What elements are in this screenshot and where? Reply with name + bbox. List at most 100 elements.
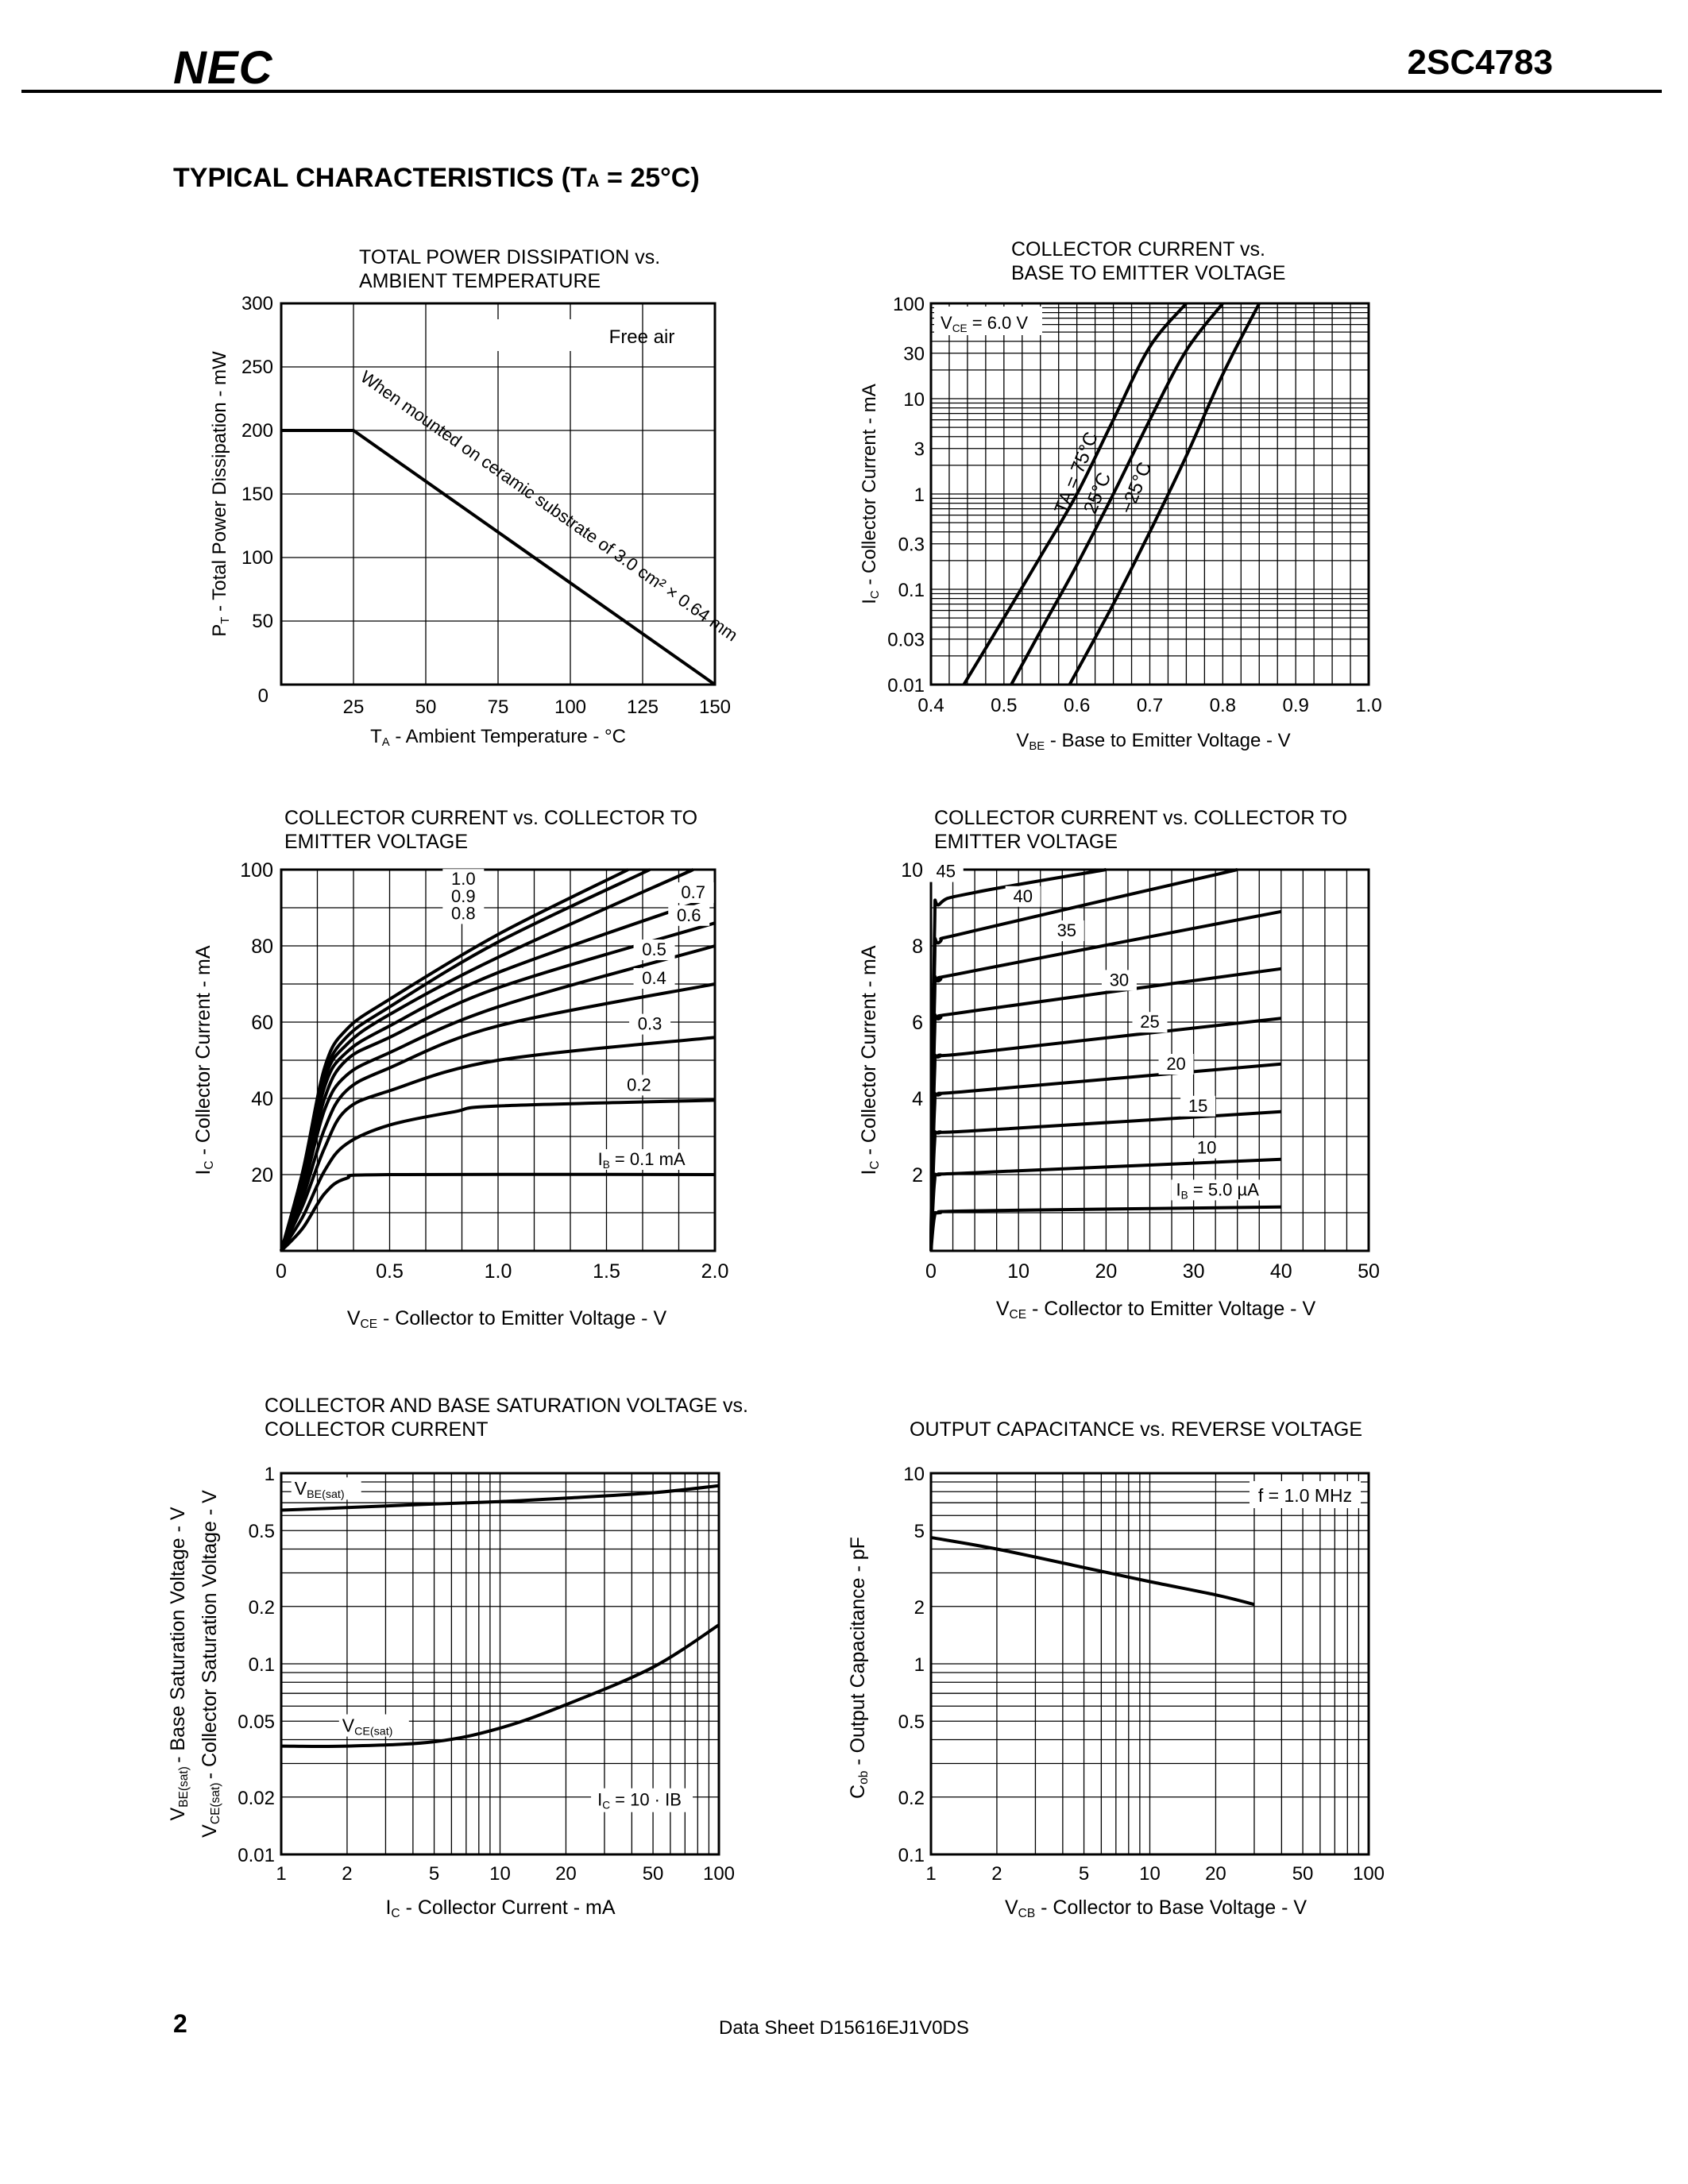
chart-title: TOTAL POWER DISSIPATION vs. xyxy=(359,246,660,268)
document-reference: Data Sheet D15616EJ1V0DS xyxy=(719,2017,969,2039)
y-tick-label: 150 xyxy=(241,484,273,505)
x-tick-label: 20 xyxy=(1205,1863,1226,1885)
x-tick-label: 0.5 xyxy=(991,695,1017,716)
series-label: 1.0 xyxy=(451,869,476,889)
x-tick-label: 0.5 xyxy=(376,1260,404,1283)
y-tick-label: 0.02 xyxy=(238,1788,275,1809)
x-tick-label: 1.0 xyxy=(1355,695,1381,716)
annotation-ic-ib: IC = 10 · IB xyxy=(597,1790,682,1812)
page-number: 2 xyxy=(173,2009,187,2038)
chart-title: EMITTER VOLTAGE xyxy=(284,831,468,853)
x-tick-label: 50 xyxy=(1292,1863,1314,1885)
annotation-bg xyxy=(466,319,586,351)
plot-frame xyxy=(929,302,1370,686)
label-bg xyxy=(291,1477,361,1500)
y-axis-label: IC - Collector Current - mA xyxy=(859,384,882,604)
x-tick-label: 100 xyxy=(554,696,586,718)
section-title: TYPICAL CHARACTERISTICS (TA = 25°C) xyxy=(173,163,700,193)
x-axis-label: VCE - Collector to Emitter Voltage - V xyxy=(347,1307,667,1331)
plot-frame xyxy=(280,868,717,1252)
chart-ic-vs-vbe: COLLECTOR CURRENT vs.BASE TO EMITTER VOL… xyxy=(859,238,1382,753)
y-tick-label: 1 xyxy=(265,1464,275,1485)
annotation-bg xyxy=(934,307,1042,335)
x-tick-label: 2 xyxy=(991,1863,1002,1885)
series-line-ib-5 xyxy=(929,1205,1281,1252)
x-tick-label: 0.4 xyxy=(917,695,944,716)
label-bg xyxy=(633,940,675,960)
series-line-vce-sat xyxy=(280,1623,720,1748)
chart-output-capacitance: OUTPUT CAPACITANCE vs. REVERSE VOLTAGE 1 2… xyxy=(847,1418,1385,1920)
y-tick-label: 0.1 xyxy=(898,580,925,601)
x-tick-label: 20 xyxy=(1095,1260,1117,1283)
series-line-ib-0.2 xyxy=(280,1098,716,1252)
chart-saturation-voltage: COLLECTOR AND BASE SATURATION VOLTAGE vs… xyxy=(167,1395,748,1920)
y-tick-label: 3 xyxy=(914,439,925,461)
label-bg xyxy=(1171,1179,1273,1201)
chart-title: EMITTER VOLTAGE xyxy=(934,831,1118,853)
series-label: IB = 0.1 mA xyxy=(598,1149,686,1171)
y-tick-label: 0.03 xyxy=(887,630,925,651)
y-tick-label: 0.1 xyxy=(898,1845,925,1866)
y-axis-label: PT - Total Power Dissipation - mW xyxy=(209,351,232,637)
series-line-ib-0.4 xyxy=(280,982,716,1252)
x-tick-label: 100 xyxy=(703,1863,735,1885)
label-bg xyxy=(668,905,710,926)
series-label: 45 xyxy=(936,862,955,882)
x-tick-label: 50 xyxy=(415,696,437,718)
x-tick-label: 1 xyxy=(925,1863,936,1885)
x-axis-label: VBE - Base to Emitter Voltage - V xyxy=(1016,730,1290,753)
series-label: 15 xyxy=(1188,1096,1207,1116)
series-line-3 xyxy=(1068,303,1261,685)
y-tick-label: 2 xyxy=(912,1164,923,1187)
y-tick-label: 0.2 xyxy=(249,1597,275,1619)
chart-power-dissipation: TOTAL POWER DISSIPATION vs.AMBIENT TEMPE… xyxy=(209,246,741,749)
label-bg xyxy=(1049,920,1084,941)
nec-logo: NEC xyxy=(173,42,273,94)
y-tick-label: 0.5 xyxy=(898,1711,925,1733)
label-bg xyxy=(1180,1095,1216,1117)
label-bg xyxy=(672,882,714,903)
y-tick-label: 0.05 xyxy=(238,1711,275,1733)
x-tick-label: 1 xyxy=(276,1863,286,1885)
label-bg xyxy=(1132,1012,1168,1033)
series-label: 0.4 xyxy=(642,968,666,988)
y-tick-label: 10 xyxy=(901,859,923,882)
x-tick-label: 0.9 xyxy=(1282,695,1308,716)
x-tick-label: 5 xyxy=(429,1863,439,1885)
series-line-ib-0.1 xyxy=(280,1172,716,1252)
chart-title: COLLECTOR CURRENT vs. COLLECTOR TO xyxy=(284,807,697,829)
series-label: 0.2 xyxy=(627,1075,651,1094)
x-tick-label: 0.6 xyxy=(1064,695,1090,716)
x-tick-label: 0 xyxy=(925,1260,937,1283)
y-tick-label: 250 xyxy=(241,357,273,378)
series-label: 20 xyxy=(1166,1054,1185,1074)
x-tick-label: 25 xyxy=(343,696,365,718)
y-tick-label: 0.3 xyxy=(898,534,925,556)
y-tick-label: 100 xyxy=(893,294,925,315)
label-bg xyxy=(633,968,675,989)
y-tick-label: 5 xyxy=(914,1521,925,1542)
label-bg xyxy=(1005,886,1041,907)
y-tick-label: 300 xyxy=(241,293,273,314)
x-tick-label: 150 xyxy=(699,696,731,718)
series-line-cob xyxy=(930,1535,1255,1607)
series-label: 0.5 xyxy=(642,940,666,959)
label-bg xyxy=(1101,970,1137,991)
y-tick-label: 50 xyxy=(252,611,273,632)
label-bg xyxy=(594,1149,705,1170)
y-tick-label: 10 xyxy=(903,1464,925,1485)
y-tick-label: 40 xyxy=(251,1088,273,1110)
x-axis-label: TA - Ambient Temperature - °C xyxy=(370,726,626,749)
series-label: 40 xyxy=(1013,886,1032,906)
series-line-ib-1.0 xyxy=(280,868,629,1252)
plot-frame xyxy=(929,1472,1370,1856)
y-tick-label: 0.5 xyxy=(249,1521,275,1542)
power-derating-line xyxy=(281,429,717,686)
plot-frame xyxy=(929,868,1370,1252)
series-label-vce-sat: VCE(sat) xyxy=(342,1715,393,1738)
label-bg xyxy=(629,1013,671,1035)
x-tick-label: 1.5 xyxy=(593,1260,620,1283)
y-tick-label: 1 xyxy=(914,1654,925,1676)
x-tick-label: 10 xyxy=(489,1863,511,1885)
